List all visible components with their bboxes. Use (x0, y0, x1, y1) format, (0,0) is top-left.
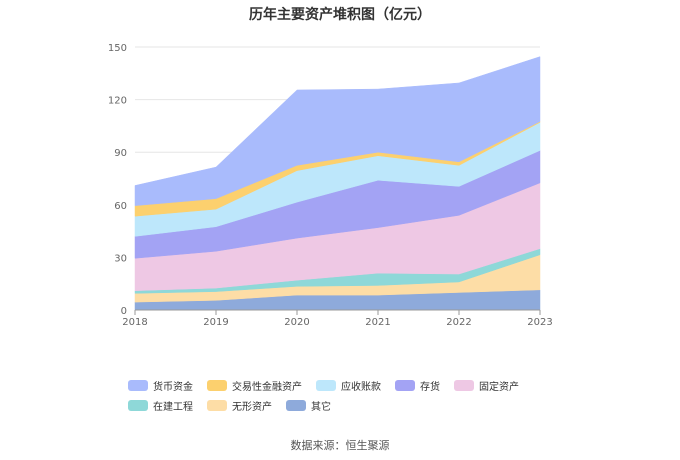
legend-label: 应收账款 (341, 381, 381, 393)
legend-label: 固定资产 (479, 381, 519, 393)
y-tick-label: 150 (108, 43, 127, 54)
legend-item-固定资产[interactable]: 固定资产 (454, 378, 519, 393)
y-tick-label: 90 (114, 148, 127, 159)
y-tick-label: 120 (108, 96, 127, 107)
data-source-note: 数据来源：恒生聚源 (290, 439, 390, 452)
legend-label: 其它 (311, 401, 331, 413)
legend-swatch (128, 399, 148, 411)
y-tick-label: 0 (121, 306, 127, 317)
legend-label: 存货 (420, 381, 440, 393)
legend-item-货币资金[interactable]: 货币资金 (128, 378, 193, 393)
x-tick-label: 2022 (446, 317, 471, 328)
x-tick-label: 2021 (365, 317, 390, 328)
y-tick-label: 60 (114, 201, 127, 212)
legend-label: 交易性金融资产 (232, 381, 302, 393)
legend-item-交易性金融资产[interactable]: 交易性金融资产 (207, 378, 302, 393)
area-series-货币资金 (134, 56, 541, 206)
x-tick-label: 2018 (122, 317, 147, 328)
legend-label: 货币资金 (153, 381, 193, 393)
legend-item-在建工程[interactable]: 在建工程 (128, 398, 193, 413)
legend: 货币资金 交易性金融资产 应收账款 存货 固定资产在建工程 无形资产 其它 (128, 378, 568, 413)
legend-swatch (316, 379, 336, 391)
legend-label: 无形资产 (232, 401, 272, 413)
legend-item-存货[interactable]: 存货 (395, 378, 440, 393)
legend-swatch (207, 379, 227, 391)
axes: 0 30 60 90 120 150 2018 2019 2020 2021 2022 2023 (108, 43, 553, 328)
area-series (134, 56, 541, 311)
y-tick-label: 30 (114, 253, 127, 264)
legend-swatch (395, 379, 415, 391)
legend-item-应收账款[interactable]: 应收账款 (316, 378, 381, 393)
x-tick-label: 2020 (284, 317, 309, 328)
chart-title: 历年主要资产堆积图（亿元） (249, 7, 431, 23)
x-tick-label: 2019 (203, 317, 228, 328)
legend-swatch (128, 379, 148, 391)
legend-swatch (207, 399, 227, 411)
legend-swatch (286, 399, 306, 411)
legend-swatch (454, 379, 474, 391)
legend-label: 在建工程 (153, 401, 193, 413)
legend-item-其它[interactable]: 其它 (286, 398, 331, 413)
x-tick-label: 2023 (527, 317, 552, 328)
legend-item-无形资产[interactable]: 无形资产 (207, 398, 272, 413)
